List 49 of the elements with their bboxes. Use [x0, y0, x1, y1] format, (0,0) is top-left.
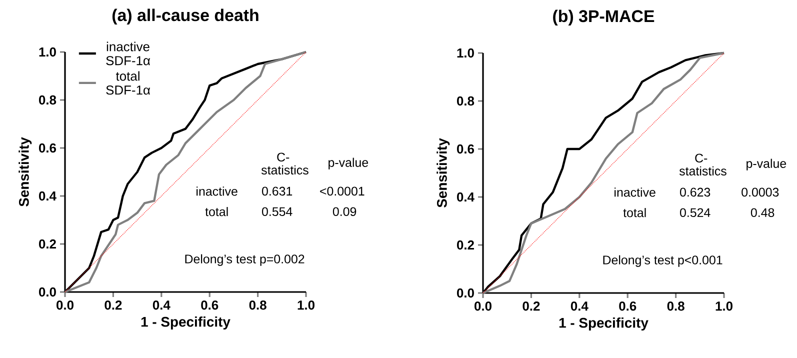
x-tick-label: 0.8 [667, 302, 684, 311]
y-tick-label: 0.2 [38, 239, 56, 249]
text: p-value [746, 158, 786, 170]
y-tick-label: 1.0 [39, 47, 56, 57]
y-tick-label: 0.6 [457, 144, 474, 154]
annotation: total [205, 207, 228, 216]
y-tick-label: 0.4 [457, 192, 474, 202]
y-tick-label: 0.8 [457, 96, 474, 106]
y-axis-title: Sensitivity [436, 138, 450, 208]
y-tick-label: 0.6 [38, 143, 56, 153]
x-axis-title: 1 - Specificity [141, 316, 230, 330]
y-axis-title: Sensitivity [18, 137, 32, 206]
annotation: inactive [196, 186, 238, 196]
x-tick-label: 0.2 [104, 300, 122, 310]
y-tick-label: 0.0 [457, 288, 474, 298]
y-tick-label: 0.8 [38, 95, 56, 105]
x-tick-label: 0.0 [56, 300, 74, 310]
annotation: 0.623 [680, 188, 710, 197]
x-tick-label: 0.8 [249, 300, 266, 310]
chart-title: (b) 3P-MACE [553, 10, 654, 26]
annotation: C-statistics [261, 152, 308, 174]
text: p-value [328, 158, 368, 170]
text: 0.09 [332, 207, 356, 216]
annotation: 0.524 [680, 208, 710, 218]
y-tick-label: 0.2 [457, 240, 474, 250]
text: 0.48 [750, 208, 774, 218]
annotation: Delong’s test p=0.002 [185, 254, 304, 266]
x-tick-label: 1.0 [716, 302, 732, 311]
text: <0.0001 [320, 186, 364, 196]
y-tick-label: 0.4 [38, 191, 56, 201]
annotation: Delong’s test p<0.001 [603, 255, 722, 267]
x-tick-label: 0.0 [474, 302, 492, 311]
annotation: 0.554 [262, 207, 292, 216]
x-tick-label: 0.6 [201, 300, 218, 310]
x-tick-label: 1.0 [298, 300, 314, 310]
legend-label: total SDF-1α [106, 71, 150, 95]
annotation: 0.631 [262, 186, 292, 196]
annotation: total [623, 208, 646, 218]
annotation: inactive [614, 188, 656, 197]
x-axis-title: 1 - Specificity [559, 318, 648, 331]
x-tick-label: 0.2 [522, 302, 540, 311]
y-tick-label: 0.0 [38, 287, 56, 297]
x-tick-label: 0.4 [570, 302, 588, 311]
x-tick-label: 0.4 [152, 300, 170, 310]
y-tick-label: 1.0 [457, 48, 474, 58]
text: 0.0003 [742, 188, 779, 197]
x-tick-label: 0.6 [619, 302, 636, 311]
annotation: C-statistics [679, 154, 726, 176]
chart-title: (a) all-cause death [112, 8, 258, 24]
